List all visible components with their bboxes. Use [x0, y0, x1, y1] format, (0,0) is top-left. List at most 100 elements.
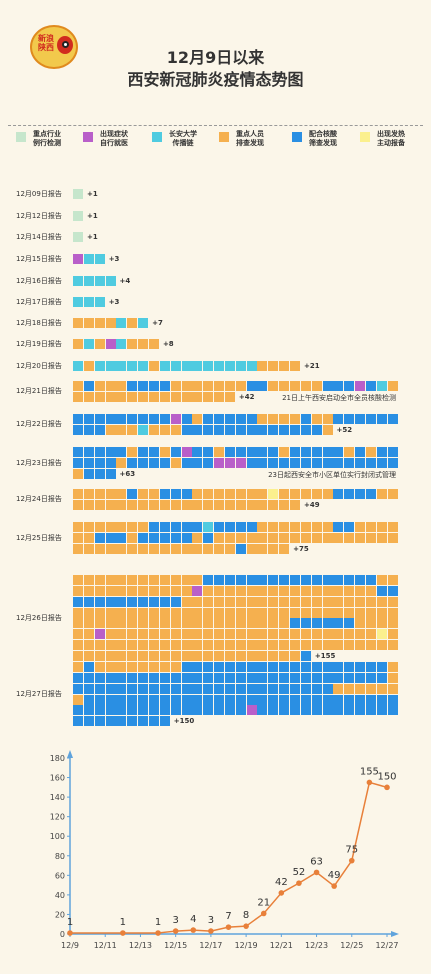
- x-tick-label: 12/11: [94, 941, 117, 950]
- case-cell: [159, 694, 170, 705]
- case-cell: [94, 457, 105, 468]
- case-cell: [290, 414, 300, 424]
- case-cell: [127, 596, 138, 607]
- row-increment-label: +8: [162, 340, 174, 348]
- case-cell: [105, 629, 116, 640]
- case-cell: [376, 381, 387, 391]
- case-cell: [322, 607, 333, 618]
- case-cell: [355, 489, 366, 499]
- case-cell: [94, 662, 105, 672]
- case-cell: [279, 618, 290, 629]
- case-cell: [203, 672, 214, 683]
- case-cell: [148, 489, 159, 499]
- case-cell: [387, 683, 398, 694]
- data-label: 8: [243, 910, 249, 921]
- case-cell: [181, 585, 192, 596]
- y-tick-label: 100: [50, 832, 65, 841]
- case-cell: [235, 705, 246, 716]
- case-cell: [138, 694, 149, 705]
- case-cell: [246, 457, 257, 468]
- case-cell: [94, 447, 105, 457]
- case-cell: [203, 607, 214, 618]
- case-cell: [116, 424, 127, 435]
- case-cell: [94, 694, 105, 705]
- case-cell: [300, 381, 311, 391]
- case-cell: [138, 318, 149, 328]
- case-cell: [235, 361, 246, 371]
- data-label: 150: [377, 771, 396, 782]
- case-cell: [192, 585, 203, 596]
- case-cell: [192, 391, 203, 402]
- case-cell: [116, 650, 127, 661]
- case-cell: [127, 457, 138, 468]
- data-point: [296, 880, 302, 886]
- case-cell: [365, 672, 376, 683]
- case-cell: [376, 672, 387, 683]
- case-cell: [290, 705, 300, 716]
- case-cell: [203, 457, 214, 468]
- legend-label: 重点人员 排查发现: [233, 130, 267, 148]
- case-cell: [127, 522, 138, 532]
- case-cell: [224, 662, 235, 672]
- case-cell: [148, 424, 159, 435]
- case-cell: [192, 381, 203, 391]
- case-cell: [73, 629, 83, 640]
- case-cell: [290, 457, 300, 468]
- case-cell: [311, 640, 322, 651]
- case-cell: [94, 575, 105, 585]
- case-cell: [387, 672, 398, 683]
- case-cell: [127, 532, 138, 543]
- case-cell: [376, 585, 387, 596]
- case-cell: [290, 424, 300, 435]
- case-cell: [105, 683, 116, 694]
- case-cell: [214, 381, 225, 391]
- case-cell: [203, 640, 214, 651]
- row-annotation: 23日起西安全市小区单位实行封闭式管理: [268, 470, 396, 479]
- case-cell: [105, 318, 116, 328]
- case-cell: [148, 683, 159, 694]
- case-cell: [148, 543, 159, 554]
- case-cell: [170, 522, 181, 532]
- case-cell: [83, 468, 94, 479]
- case-cell: [235, 499, 246, 510]
- x-axis-arrow-icon: [391, 931, 399, 937]
- case-cell: [192, 705, 203, 716]
- case-cell: [279, 489, 290, 499]
- case-cell: [203, 650, 214, 661]
- case-cell: [214, 424, 225, 435]
- case-cell: [279, 447, 290, 457]
- case-cell: [192, 424, 203, 435]
- case-cell: [203, 361, 214, 371]
- dashed-divider: [8, 125, 423, 126]
- legend-item: 出现症状 自行就医: [83, 130, 131, 148]
- case-cell: [290, 596, 300, 607]
- case-cell: [105, 716, 116, 727]
- case-cell: [246, 381, 257, 391]
- case-cell: [387, 629, 398, 640]
- case-cell: [170, 575, 181, 585]
- case-cell: [159, 596, 170, 607]
- case-cell: [105, 468, 116, 479]
- case-cell: [268, 361, 279, 371]
- case-cell: [83, 457, 94, 468]
- case-cell: [159, 447, 170, 457]
- case-cell: [159, 361, 170, 371]
- case-cell: [246, 640, 257, 651]
- case-cell: [279, 457, 290, 468]
- case-cell: [279, 662, 290, 672]
- case-cell: [138, 543, 149, 554]
- case-cell: [246, 629, 257, 640]
- case-cell: [116, 391, 127, 402]
- case-cell: [138, 705, 149, 716]
- case-cell: [214, 575, 225, 585]
- case-cell: [268, 607, 279, 618]
- case-cell: [73, 318, 83, 328]
- case-cell: [322, 683, 333, 694]
- series-line: [70, 781, 388, 934]
- case-cell: [181, 361, 192, 371]
- case-cell: [148, 705, 159, 716]
- case-cell: [192, 532, 203, 543]
- case-cell: [279, 499, 290, 510]
- case-cell: [83, 424, 94, 435]
- case-cell: [83, 254, 94, 264]
